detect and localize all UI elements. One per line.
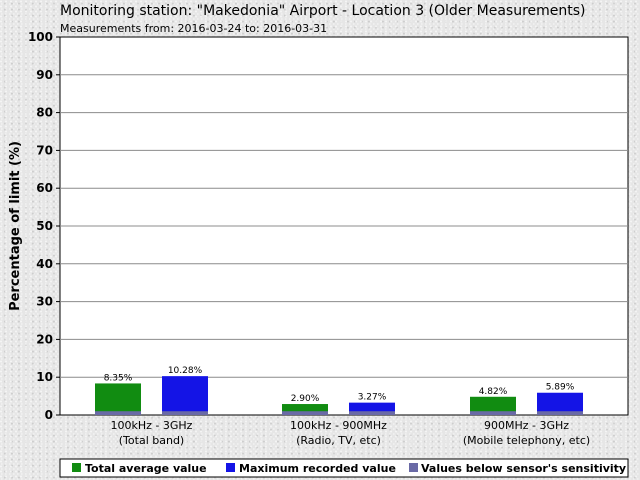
y-tick-label: 70 (36, 143, 53, 157)
legend-swatch-total-average (72, 463, 81, 472)
chart-title: Monitoring station: "Makedonia" Airport … (60, 3, 586, 19)
legend-swatch-below-sensitivity (409, 463, 418, 472)
bar-maximum-recorded-0 (162, 376, 208, 415)
legend-box (59, 458, 629, 478)
category-label: 900MHz - 3GHz (484, 419, 569, 432)
y-tick-label: 0 (45, 408, 53, 422)
data-label: 3.27% (358, 393, 387, 403)
category-labels: 100kHz - 3GHz (Total band) 100kHz - 900MHz… (111, 419, 591, 447)
category-sublabel: (Radio, TV, etc) (296, 434, 381, 447)
legend-label-below-sensitivity: Values below sensor's sensitivity (421, 462, 626, 475)
bar-below-sensitivity-1-0 (282, 411, 328, 415)
bar-maximum-recorded-2 (537, 392, 583, 415)
data-label: 2.90% (291, 394, 320, 404)
legend-swatch-maximum-recorded (226, 463, 235, 472)
legend: Total average value Maximum recorded val… (59, 458, 629, 478)
y-tick-label: 20 (36, 332, 53, 346)
y-tick-label: 50 (36, 219, 53, 233)
data-label: 5.89% (546, 383, 575, 393)
y-tick-label: 100 (28, 30, 53, 44)
category-label: 100kHz - 900MHz (290, 419, 387, 432)
bar-below-sensitivity-1-1 (349, 411, 395, 415)
data-label: 4.82% (479, 387, 508, 397)
y-tick-label: 40 (36, 257, 53, 271)
y-tick-label: 80 (36, 106, 53, 120)
y-tick-label: 10 (36, 370, 53, 384)
chart-subtitle: Measurements from: 2016-03-24 to: 2016-0… (60, 22, 327, 35)
category-label: 100kHz - 3GHz (111, 419, 193, 432)
y-axis-label: Percentage of limit (%) (8, 141, 23, 311)
bar-total-average-2 (470, 396, 516, 415)
y-tick-label: 90 (36, 68, 53, 82)
legend-label-maximum-recorded: Maximum recorded value (239, 462, 396, 475)
data-label: 10.28% (168, 366, 203, 376)
category-sublabel: (Total band) (119, 434, 184, 447)
y-tick-label: 30 (36, 295, 53, 309)
plot-area: 0 10 20 30 40 50 60 70 80 90 100 8.35% 10.28% 2.90% 3… (28, 30, 629, 422)
category-sublabel: (Mobile telephony, etc) (463, 434, 590, 447)
bar-below-sensitivity-0-0 (95, 411, 141, 415)
data-label: 8.35% (104, 373, 133, 383)
bar-below-sensitivity-2-0 (470, 411, 516, 415)
y-axis-ticks: 0 10 20 30 40 50 60 70 80 90 100 (28, 30, 60, 422)
bars (95, 376, 583, 415)
bar-below-sensitivity-2-1 (537, 411, 583, 415)
y-tick-label: 60 (36, 181, 53, 195)
bar-total-average-1 (282, 404, 328, 415)
gridlines (60, 74, 628, 378)
legend-label-total-average: Total average value (85, 462, 207, 475)
bar-total-average-0 (95, 383, 141, 415)
bar-below-sensitivity-0-1 (162, 411, 208, 415)
data-labels: 8.35% 10.28% 2.90% 3.27% 4.82% 5.89% (104, 366, 575, 404)
